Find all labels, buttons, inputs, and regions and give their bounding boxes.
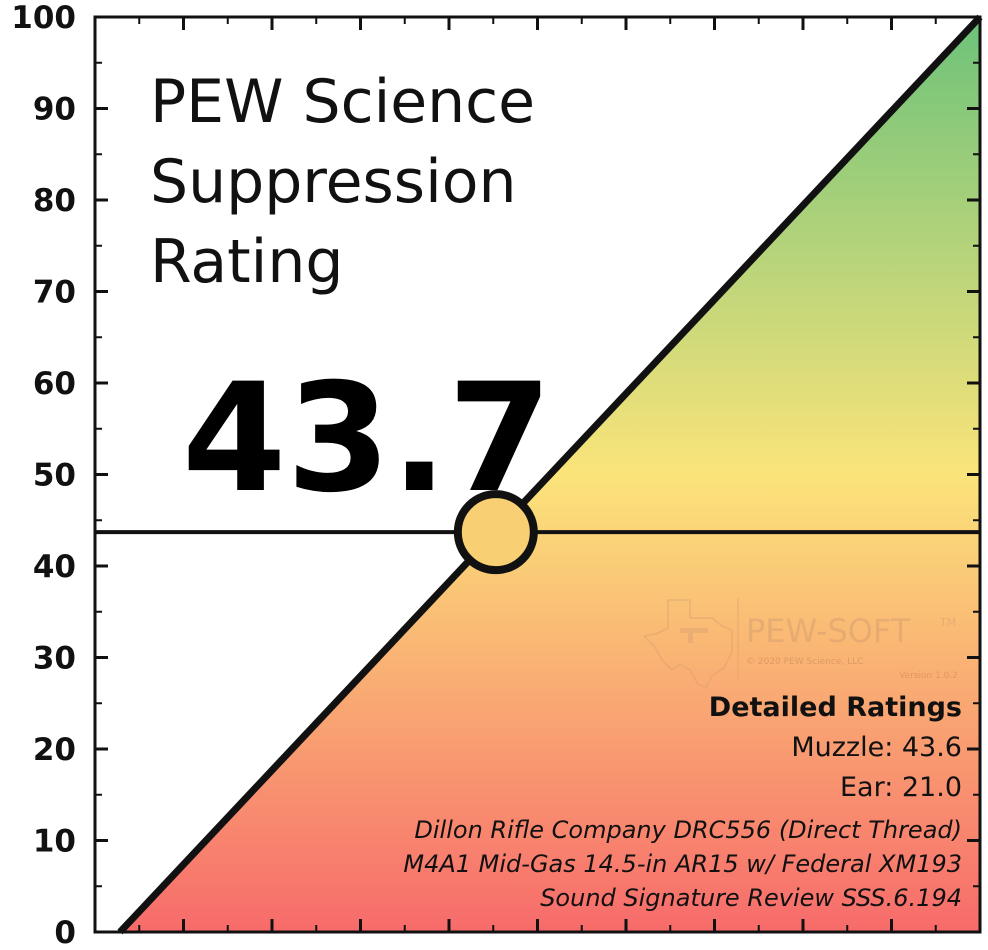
y-tick-label: 50 (33, 458, 76, 494)
rating-marker (453, 490, 538, 575)
watermark-copyright: © 2020 PEW Science, LLC (746, 657, 863, 667)
review-id-line: Sound Signature Review SSS.6.194 (540, 884, 962, 912)
y-tick-label: 40 (33, 549, 76, 585)
y-tick-label: 0 (54, 915, 76, 950)
watermark-version: Version 1.0.2 (899, 671, 958, 681)
y-tick-label: 80 (33, 183, 76, 219)
pew-soft-watermark: PEW-SOFT TM © 2020 PEW Science, LLC Vers… (642, 598, 958, 690)
y-tick-label: 70 (33, 275, 76, 311)
y-tick-label: 30 (33, 641, 76, 677)
diagonal-reference-line (117, 14, 983, 935)
detailed-ratings-heading: Detailed Ratings (709, 692, 962, 723)
y-tick-label: 10 (33, 824, 76, 860)
y-tick-label: 20 (33, 732, 76, 768)
chart-title-line-2: Suppression (150, 147, 516, 217)
ear-rating: Ear: 21.0 (840, 772, 962, 803)
axis-ticks: 0 10 20 30 40 50 60 70 80 90 100 (11, 0, 982, 950)
review-suppressor-line: Dillon Rifle Company DRC556 (Direct Thre… (414, 816, 962, 844)
muzzle-rating: Muzzle: 43.6 (791, 732, 962, 763)
review-host-line: M4A1 Mid-Gas 14.5-in AR15 w/ Federal XM1… (403, 850, 962, 878)
y-tick-label: 90 (33, 92, 76, 128)
chart-title-line-3: Rating (150, 227, 343, 297)
watermark-brand: PEW-SOFT (746, 612, 911, 650)
watermark-trademark: TM (939, 616, 956, 629)
texas-outline-icon (642, 599, 733, 690)
y-tick-label: 60 (33, 366, 76, 402)
chart-title-line-1: PEW Science (150, 67, 535, 137)
y-tick-label: 100 (11, 0, 76, 36)
